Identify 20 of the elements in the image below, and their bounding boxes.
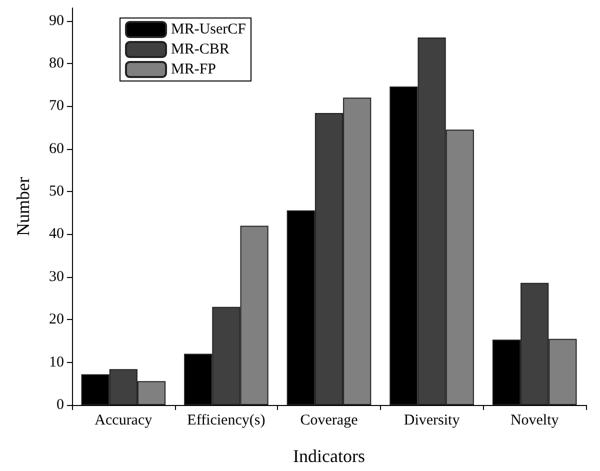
x-tick-label: Coverage	[300, 412, 358, 428]
y-tick-label: 0	[56, 397, 64, 413]
legend-label: MR-FP	[171, 62, 216, 78]
y-tick-label: 80	[49, 55, 64, 72]
y-tick-label: 50	[49, 184, 64, 200]
x-tick-label: Accuracy	[94, 412, 153, 428]
x-tick-label: Diversity	[404, 412, 460, 428]
legend-label: MR-CBR	[171, 42, 230, 58]
y-tick-label: 70	[49, 98, 64, 114]
y-tick-label: 90	[49, 12, 64, 29]
legend-label: MR-UserCF	[171, 22, 246, 38]
y-tick-label: 30	[49, 268, 64, 285]
y-tick-label: 40	[49, 226, 64, 242]
x-tick-label: Efficiency(s)	[187, 412, 266, 428]
x-tick-label: Novelty	[510, 412, 560, 428]
y-axis-title: Number	[13, 177, 33, 236]
x-axis-title: Indicators	[293, 446, 365, 466]
y-tick-label: 20	[49, 312, 64, 328]
y-tick-label: 10	[49, 354, 64, 370]
y-tick-label: 60	[49, 140, 64, 157]
